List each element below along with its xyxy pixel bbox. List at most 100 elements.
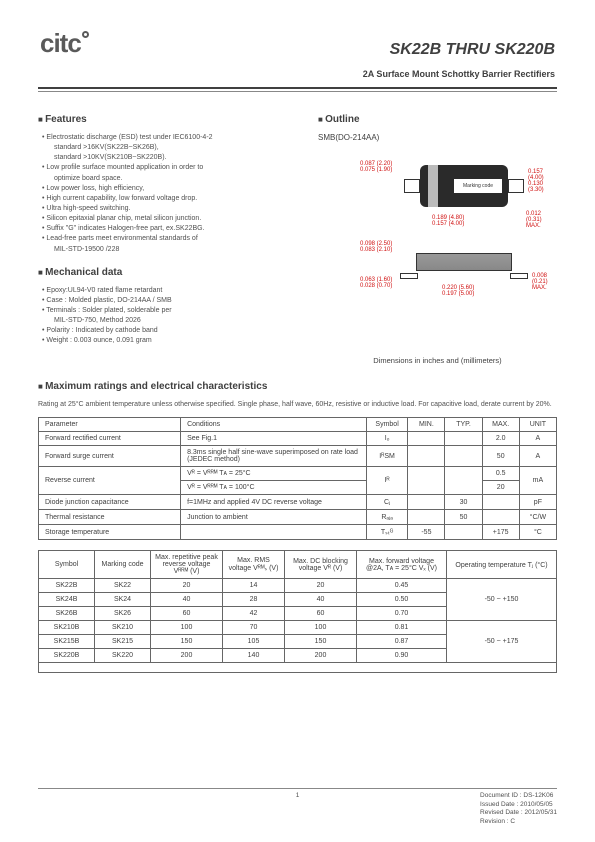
feature-item: High current capability, low forward vol… <box>42 194 298 204</box>
doc-id: Document ID : DS-12K06 <box>480 792 557 800</box>
table-row-blank <box>39 663 557 673</box>
col-unit: UNIT <box>519 418 556 432</box>
page-number: 1 <box>296 792 300 799</box>
cell-cond: Vᴿ = Vᴿᴿᴹ Tᴀ = 25°C <box>181 467 367 481</box>
outline-diagram: SMB(DO-214AA) Marking code 0.087 (2.20)0… <box>318 133 557 373</box>
ratings-table: Parameter Conditions Symbol MIN. TYP. MA… <box>38 417 557 540</box>
cell-param: Storage temperature <box>39 525 181 540</box>
cell-min <box>408 467 445 495</box>
cell-min: -55 <box>408 525 445 540</box>
cell-unit: mA <box>519 467 556 495</box>
cell-vf: 0.70 <box>357 607 447 621</box>
package-label: SMB(DO-214AA) <box>318 133 557 142</box>
feature-item: standard >16KV(SK22B~SK26B), <box>42 143 298 153</box>
cell-cond: f=1MHz and applied 4V DC reverse voltage <box>181 495 367 510</box>
feature-item: MIL-STD-19500 /228 <box>42 245 298 255</box>
cell-temp: -50 ~ +175 <box>447 621 557 663</box>
cell-vrms: 140 <box>223 649 285 663</box>
dim-d1: 0.087 (2.20)0.075 (1.90) <box>360 161 392 173</box>
side-leg-left <box>400 273 418 279</box>
side-body <box>416 253 512 271</box>
table-row: Diode junction capacitance f=1MHz and ap… <box>39 495 557 510</box>
cell-min <box>408 495 445 510</box>
divider-thick <box>38 87 557 89</box>
ratings-description: Rating at 25°C ambient temperature unles… <box>38 400 557 409</box>
feature-item: Electrostatic discharge (ESD) test under… <box>42 133 298 143</box>
table-row: Thermal resistance Junction to ambient R… <box>39 510 557 525</box>
col-typ: TYP. <box>445 418 482 432</box>
col-temp: Operating temperature Tⱼ (°C) <box>447 551 557 579</box>
col-vr: Max. DC blocking voltage Vᴿ (V) <box>285 551 357 579</box>
logo-text: citc <box>40 28 81 58</box>
feature-item: Silicon epitaxial planar chip, metal sil… <box>42 214 298 224</box>
cell-vrrm: 200 <box>151 649 223 663</box>
feature-item: optimize board space. <box>42 174 298 184</box>
dim-d6: 0.063 (1.60)0.028 (0.70) <box>360 277 392 289</box>
col-vrrm: Max. repetitive peak reverse voltage Vᴿᴿ… <box>151 551 223 579</box>
cell-typ <box>445 432 482 446</box>
package-body: Marking code <box>420 165 508 207</box>
table-row: Forward surge current 8.3ms single half … <box>39 446 557 467</box>
cell-mc: SK210 <box>95 621 151 635</box>
mechanical-item: Terminals : Solder plated, solderable pe… <box>42 306 298 316</box>
cell-max <box>482 510 519 525</box>
dim-d7: 0.220 (5.60)0.197 (5.00) <box>442 285 474 297</box>
col-conditions: Conditions <box>181 418 367 432</box>
issued-date: Issued Date : 2010/05/05 <box>480 801 557 809</box>
cell-typ: 50 <box>445 510 482 525</box>
cell-cond: Junction to ambient <box>181 510 367 525</box>
mechanical-item: Case : Molded plastic, DO-214AA / SMB <box>42 296 298 306</box>
cell-typ <box>445 446 482 467</box>
logo-dot <box>82 31 89 38</box>
cell-mc: SK26 <box>95 607 151 621</box>
cathode-stripe <box>428 165 438 207</box>
cell-vr: 40 <box>285 593 357 607</box>
col-vrms: Max. RMS voltage Vᴿᴹₛ (V) <box>223 551 285 579</box>
mechanical-heading: Mechanical data <box>38 267 298 278</box>
ratings-heading: Maximum ratings and electrical character… <box>38 381 557 392</box>
cell-vf: 0.87 <box>357 635 447 649</box>
col-symbol: Symbol <box>39 551 95 579</box>
revised-date: Revised Date : 2012/05/31 <box>480 809 557 817</box>
cell-min <box>408 510 445 525</box>
page-title: SK22B THRU SK220B <box>390 41 555 59</box>
content: Features Electrostatic discharge (ESD) t… <box>0 108 595 673</box>
cell-cond: See Fig.1 <box>181 432 367 446</box>
cell-temp: -50 ~ +150 <box>447 579 557 621</box>
col-parameter: Parameter <box>39 418 181 432</box>
cell-mc: SK215 <box>95 635 151 649</box>
cell-vrms: 42 <box>223 607 285 621</box>
cell-typ <box>445 467 482 495</box>
cell-vf: 0.50 <box>357 593 447 607</box>
cell-min <box>408 432 445 446</box>
col-symbol: Symbol <box>366 418 408 432</box>
table-header-row: Parameter Conditions Symbol MIN. TYP. MA… <box>39 418 557 432</box>
cell-sym: Iₒ <box>366 432 408 446</box>
cell-cond <box>181 525 367 540</box>
cell-vrrm: 60 <box>151 607 223 621</box>
cell-sym: Tₛₜᴳ <box>366 525 408 540</box>
cell-cond: Vᴿ = Vᴿᴿᴹ Tᴀ = 100°C <box>181 481 367 495</box>
cell-max: 2.0 <box>482 432 519 446</box>
cell-sym: Rₐⱼₐ <box>366 510 408 525</box>
cell-typ <box>445 525 482 540</box>
feature-item: Low profile surface mounted application … <box>42 163 298 173</box>
cell-vrms: 70 <box>223 621 285 635</box>
cell-vf: 0.90 <box>357 649 447 663</box>
cell-max: 20 <box>482 481 519 495</box>
cell-param: Diode junction capacitance <box>39 495 181 510</box>
cell-sym: SK26B <box>39 607 95 621</box>
cell-vr: 150 <box>285 635 357 649</box>
cell-sym: SK22B <box>39 579 95 593</box>
marking-box: Marking code <box>454 179 502 193</box>
feature-item: Lead-free parts meet environmental stand… <box>42 234 298 244</box>
doc-info: Document ID : DS-12K06 Issued Date : 201… <box>480 792 557 826</box>
cell-cond: 8.3ms single half sine-wave superimposed… <box>181 446 367 467</box>
feature-item: Ultra high-speed switching. <box>42 204 298 214</box>
cell-vr: 60 <box>285 607 357 621</box>
mechanical-item: Epoxy:UL94-V0 rated flame retardant <box>42 286 298 296</box>
features-heading: Features <box>38 114 298 125</box>
cell-sym: SK220B <box>39 649 95 663</box>
footer: 1 Document ID : DS-12K06 Issued Date : 2… <box>38 788 557 826</box>
outline-heading: Outline <box>318 114 557 125</box>
